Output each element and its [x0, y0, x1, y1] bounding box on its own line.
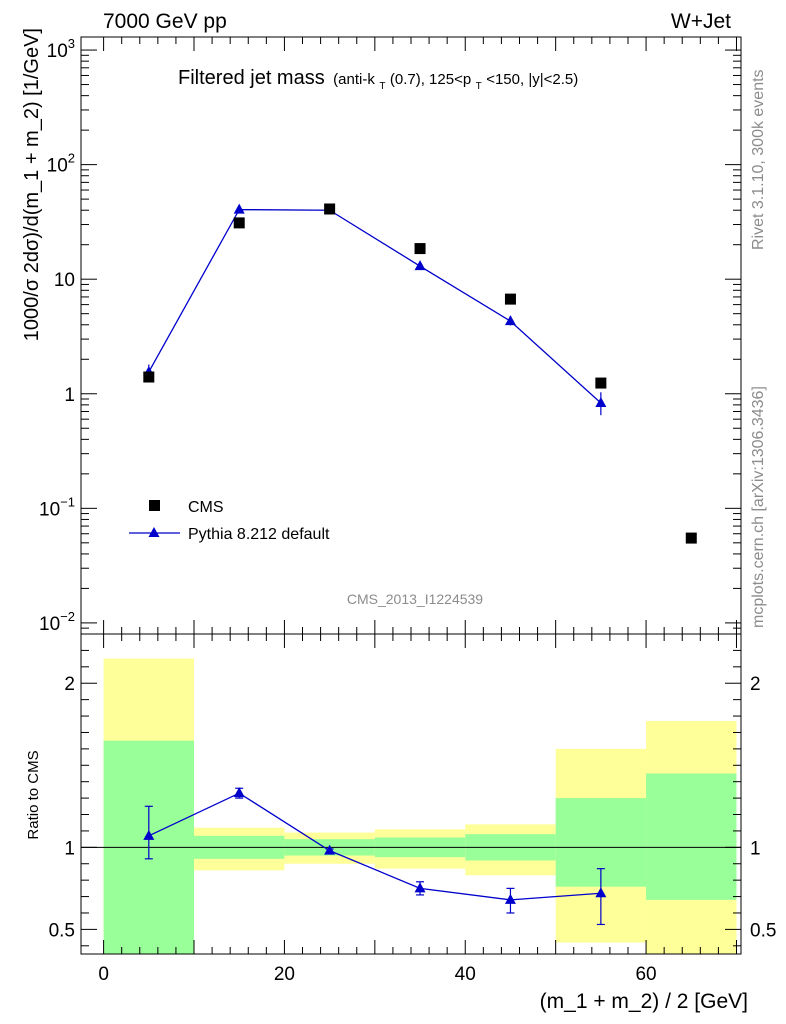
main-ytick-label-exp: −2	[60, 609, 75, 624]
ratio-mc-point	[595, 887, 607, 898]
ratio-mc-point	[233, 787, 245, 798]
cms-point	[324, 203, 336, 215]
main-ytick-label-2: 1	[64, 385, 75, 406]
legend-data-label: CMS	[188, 499, 224, 516]
analysis-id: CMS_2013_I1224539	[347, 591, 483, 607]
main-ytick-label-base: 10	[47, 156, 68, 177]
ratio-xtick-label-1: 20	[274, 964, 295, 985]
cms-point	[595, 377, 607, 389]
main-ytick-label-exp: 2	[68, 151, 75, 166]
header-right: W+Jet	[671, 10, 731, 33]
ratio-series	[143, 787, 607, 926]
mcplots-label: mcplots.cern.ch [arXiv:1306.3436]	[750, 386, 767, 628]
ratio-band-inner-6	[646, 773, 737, 900]
plot-title-sub-t2: T	[476, 81, 482, 92]
ratio-ytick-label-left-0: 0.5	[49, 920, 75, 941]
ratio-ytick-label-left-2: 2	[64, 674, 75, 695]
ratio-axes: 0.5 0.51 12 20 20 40 60	[49, 633, 776, 985]
plot-title-main: Filtered jet mass	[178, 67, 325, 89]
main-ylabel: 1000/σ 2dσ)/d(m_1 + m_2) [1/GeV]	[21, 28, 43, 341]
mc-point	[595, 397, 607, 408]
cms-point	[685, 532, 697, 544]
cms-point	[233, 217, 245, 229]
plot-title-sub-end: <150, |y|<2.5)	[486, 71, 578, 88]
mc-point	[233, 203, 245, 214]
ratio-xtick-label-0: 0	[98, 964, 109, 985]
legend: CMS Pythia 8.212 default	[129, 499, 330, 543]
main-ytick-label-base: 10	[47, 41, 68, 62]
ratio-ytick-label-right-0: 0.5	[750, 920, 776, 941]
main-ytick-label-base: 10	[39, 499, 60, 520]
main-ytick-label-exp: −1	[60, 494, 75, 509]
main-ytick-label-base: 10	[39, 614, 60, 635]
cms-point	[414, 243, 426, 255]
plot-title-sub-t: T	[379, 81, 385, 92]
ratio-xtick-label-2: 40	[455, 964, 476, 985]
cms-point	[504, 293, 516, 305]
ratio-ytick-label-right-2: 2	[750, 674, 761, 695]
ratio-mc-point	[324, 844, 336, 855]
rivet-label: Rivet 3.1.10, 300k events	[750, 69, 767, 250]
ratio-mc-line	[148, 792, 601, 901]
mc-point	[414, 260, 426, 271]
ratio-mc-point	[143, 829, 155, 840]
main-ytick-label-5: 103	[47, 36, 75, 62]
ratio-xlabel: (m_1 + m_2) / 2 [GeV]	[540, 990, 748, 1013]
main-ytick-label-exp: 3	[68, 36, 75, 51]
ratio-bands	[81, 658, 741, 954]
main-series	[143, 203, 697, 544]
header-left: 7000 GeV pp	[103, 10, 227, 33]
main-frame	[80, 36, 742, 635]
ratio-ylabel: Ratio to CMS	[25, 750, 42, 839]
ratio-ytick-label-right-1: 1	[750, 838, 761, 859]
plot-title-sub-mid: (0.7), 125<p	[390, 71, 471, 88]
main-ytick-label-4: 102	[47, 151, 75, 177]
main-ytick-label-0: 10−2	[39, 609, 75, 635]
legend-mc-label: Pythia 8.212 default	[188, 526, 330, 543]
ratio-mc-point	[504, 893, 516, 904]
ratio-xtick-label-3: 60	[635, 964, 656, 985]
ratio-mc-point	[414, 882, 426, 893]
legend-data-marker	[149, 500, 160, 511]
cms-point	[143, 371, 155, 383]
main-ytick-label-3: 10	[54, 270, 75, 291]
main-ytick-label-1: 10−1	[39, 494, 75, 520]
plot-title: Filtered jet mass (anti-k T (0.7), 125<p…	[178, 67, 578, 93]
mc-point	[504, 315, 516, 326]
mc-line	[148, 208, 602, 404]
ratio-ytick-label-left-1: 1	[64, 838, 75, 859]
plot-title-sub: (anti-k	[333, 71, 375, 88]
legend-mc-marker	[148, 527, 160, 537]
